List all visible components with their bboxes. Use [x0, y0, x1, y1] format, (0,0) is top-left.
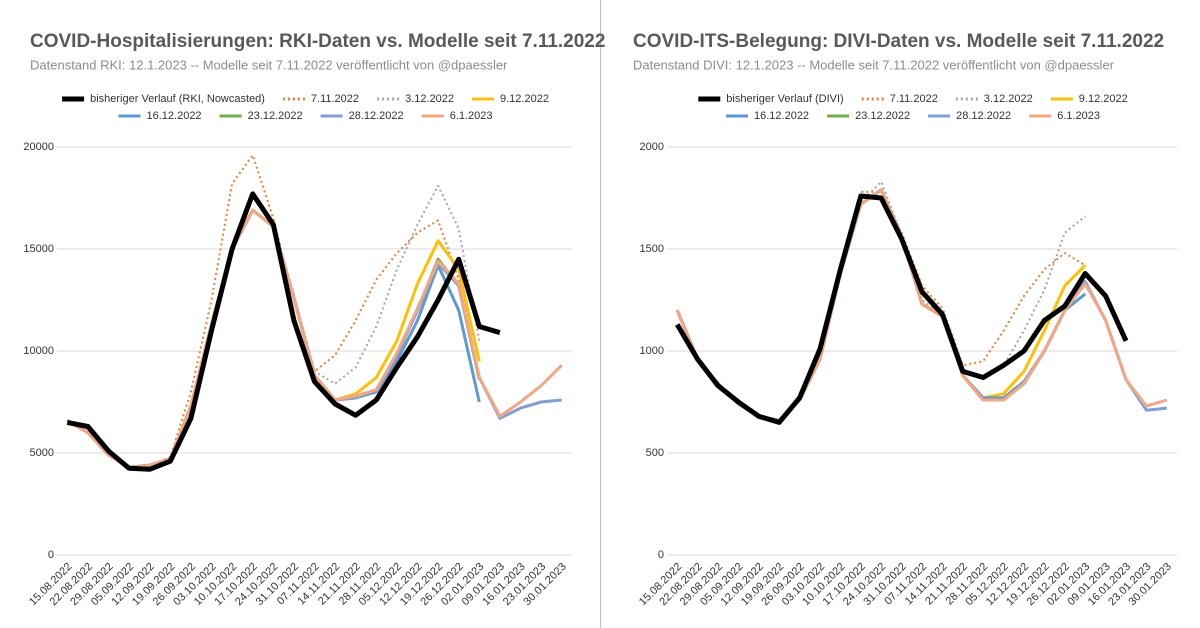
- legend-label: bisheriger Verlauf (RKI, Nowcasted): [90, 93, 265, 105]
- chart-subtitle: Datenstand DIVI: 12.1.2023 -- Modelle se…: [633, 57, 1115, 72]
- legend-item: 3.12.2022: [955, 93, 1033, 105]
- y-tick-label: 20000: [23, 141, 54, 153]
- legend-item: 6.1.2023: [421, 110, 493, 122]
- series-line: [675, 188, 1087, 422]
- legend-item: 3.12.2022: [377, 93, 454, 105]
- y-tick-label: 0: [658, 549, 664, 561]
- series-line: [675, 188, 1168, 422]
- legend-label: bisheriger Verlauf (DIVI): [726, 93, 843, 105]
- y-tick-label: 15000: [23, 243, 54, 255]
- legend-item: 9.12.2022: [472, 93, 549, 105]
- y-tick-label: 5000: [30, 447, 54, 459]
- chart-title: COVID-ITS-Belegung: DIVI-Daten vs. Model…: [633, 31, 1164, 52]
- legend-item: 16.12.2022: [118, 110, 202, 122]
- legend-item: 9.12.2022: [1050, 93, 1128, 105]
- legend-item: bisheriger Verlauf (RKI, Nowcasted): [62, 93, 265, 105]
- legend-item: 6.1.2023: [1029, 110, 1100, 122]
- legend-label: 6.1.2023: [1057, 110, 1100, 122]
- y-tick-label: 10000: [23, 345, 54, 357]
- y-tick-label: 1500: [640, 243, 664, 255]
- legend-item: bisheriger Verlauf (DIVI): [698, 93, 844, 105]
- legend-item: 23.12.2022: [827, 110, 910, 122]
- legend-label: 9.12.2022: [500, 93, 549, 105]
- series-line: [675, 193, 1129, 425]
- legend-label: 7.11.2022: [890, 93, 938, 105]
- legend-item: 28.12.2022: [320, 110, 404, 122]
- legend-item: 16.12.2022: [726, 110, 809, 122]
- legend-label: 7.11.2022: [311, 93, 359, 105]
- legend-label: 9.12.2022: [1079, 93, 1128, 105]
- legend-label: 16.12.2022: [754, 110, 809, 122]
- series-line: [676, 190, 1086, 422]
- legend-item: 7.11.2022: [861, 93, 938, 105]
- y-tick-label: 500: [646, 447, 664, 459]
- legend-item: 23.12.2022: [219, 110, 303, 122]
- legend-item: 7.11.2022: [282, 93, 359, 105]
- chart-title: COVID-Hospitalisierungen: RKI-Daten vs. …: [30, 31, 605, 52]
- legend-label: 16.12.2022: [147, 110, 202, 122]
- legend-label: 3.12.2022: [405, 93, 454, 105]
- series-line: [66, 191, 501, 472]
- legend-label: 28.12.2022: [956, 110, 1011, 122]
- y-tick-label: 0: [48, 549, 54, 561]
- legend-label: 23.12.2022: [248, 110, 303, 122]
- legend-label: 6.1.2023: [450, 110, 493, 122]
- y-tick-label: 1000: [640, 345, 664, 357]
- chart-subtitle: Datenstand RKI: 12.1.2023 -- Modelle sei…: [30, 57, 508, 72]
- series-line: [675, 188, 1087, 422]
- legend-label: 28.12.2022: [349, 110, 404, 122]
- series-line: [675, 188, 1087, 422]
- legend-item: 28.12.2022: [928, 110, 1011, 122]
- y-tick-label: 2000: [640, 141, 664, 153]
- legend-label: 3.12.2022: [984, 93, 1033, 105]
- legend-label: 23.12.2022: [855, 110, 910, 122]
